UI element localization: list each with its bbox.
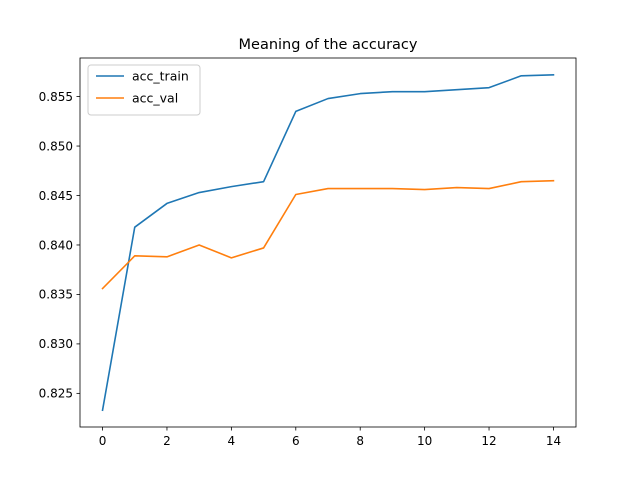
plot-area (80, 58, 576, 427)
legend: acc_train acc_val (87, 64, 201, 116)
y-tick-label: 0.855 (39, 90, 73, 104)
y-tick-label: 0.840 (39, 238, 73, 252)
y-tick-label: 0.835 (39, 288, 73, 302)
x-tick-label: 10 (417, 434, 432, 448)
x-tick-label: 14 (546, 434, 561, 448)
legend-label: acc_val (132, 91, 178, 106)
legend-box (87, 64, 201, 116)
y-axis: 0.825 0.830 0.835 0.840 0.845 0.850 0.855 (39, 90, 80, 401)
y-tick-label: 0.850 (39, 139, 73, 153)
x-axis: 0 2 4 6 8 10 12 14 (99, 427, 561, 448)
series-line-acc-train (101, 73, 555, 412)
x-tick-label: 0 (99, 434, 107, 448)
y-tick-label: 0.825 (39, 387, 73, 401)
series-line-acc-val (101, 179, 555, 290)
plot-frame (79, 57, 577, 428)
y-tick-label: 0.830 (39, 337, 73, 351)
legend-label: acc_train (132, 69, 189, 84)
y-tick-label: 0.845 (39, 189, 73, 203)
chart-title: Meaning of the accuracy (239, 37, 418, 53)
x-tick-label: 4 (228, 434, 236, 448)
series-layer (101, 73, 555, 412)
x-tick-label: 8 (356, 434, 364, 448)
x-tick-label: 6 (292, 434, 300, 448)
x-tick-label: 2 (163, 434, 171, 448)
x-tick-label: 12 (481, 434, 496, 448)
